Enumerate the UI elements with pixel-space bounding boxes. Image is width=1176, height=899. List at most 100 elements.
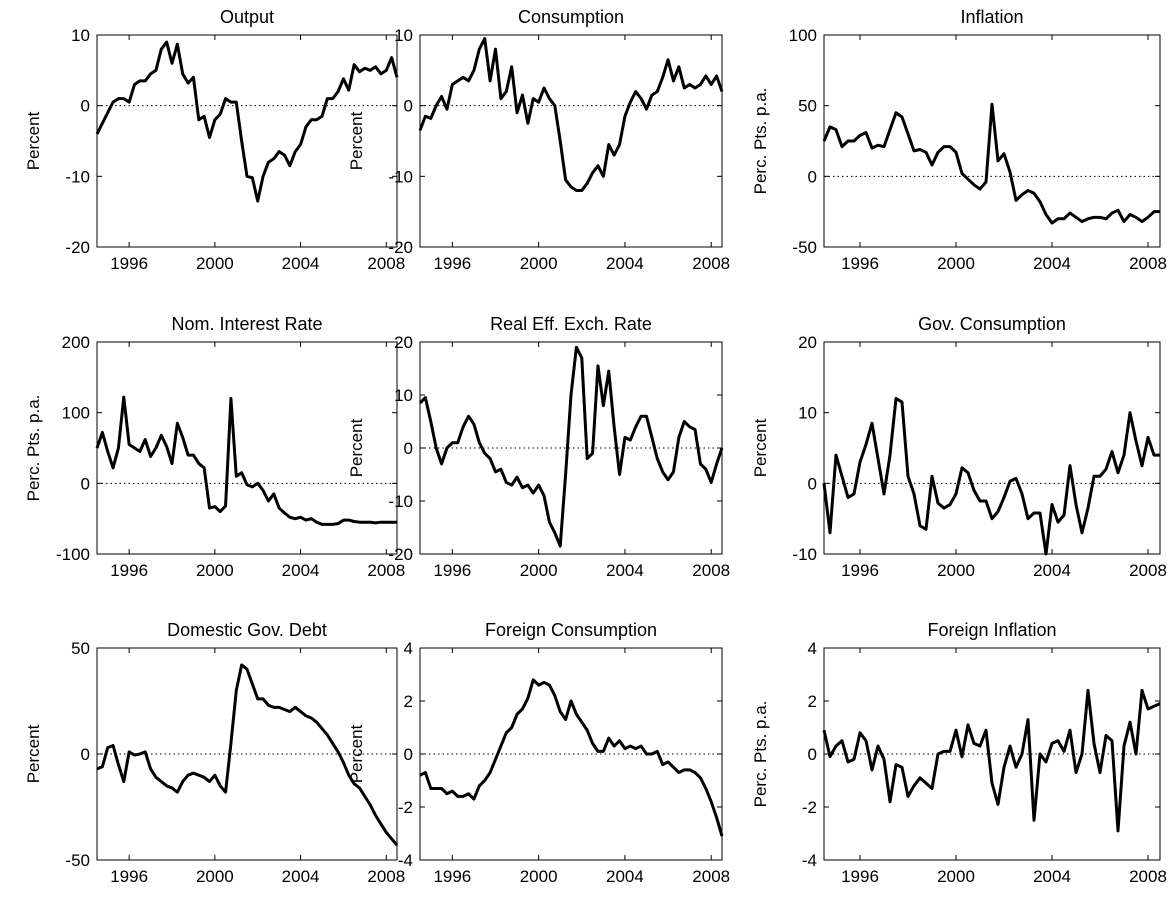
x-tick-label: 2004 xyxy=(606,254,644,273)
y-tick-label: 10 xyxy=(71,26,90,45)
subplot-title: Inflation xyxy=(960,7,1023,27)
data-line xyxy=(95,40,399,203)
y-tick-label: -10 xyxy=(388,492,413,511)
y-tick-label: -100 xyxy=(56,545,90,564)
subplot: Foreign Inflation Perc. Pts. p.a. -4 -2 0 2 4 1… xyxy=(751,620,1167,886)
x-tick-label: 2000 xyxy=(196,561,234,580)
x-tick-label: 2004 xyxy=(282,561,320,580)
x-tick-label: 2008 xyxy=(1129,254,1167,273)
y-tick-label: 0 xyxy=(808,474,817,493)
x-tick-label: 2008 xyxy=(692,561,730,580)
axes-frame xyxy=(419,341,723,555)
y-tick-label: 100 xyxy=(789,26,817,45)
x-tick-label: 2000 xyxy=(520,254,558,273)
subplot: Foreign Consumption Percent -4 -2 0 2 4 1996 200… xyxy=(347,620,730,886)
subplot-title: Real Eff. Exch. Rate xyxy=(490,314,652,334)
y-tick-label: 10 xyxy=(394,26,413,45)
subplot: Domestic Gov. Debt Percent -50 0 50 1996 2000 2… xyxy=(24,620,405,886)
x-tick-label: 2000 xyxy=(196,867,234,886)
axes-frame xyxy=(823,34,1161,248)
x-tick-label: 1996 xyxy=(841,867,879,886)
x-tick-label: 2008 xyxy=(692,254,730,273)
y-tick-label: -20 xyxy=(65,238,90,257)
y-tick-label: -50 xyxy=(65,851,90,870)
data-line xyxy=(96,663,399,847)
y-tick-label: -50 xyxy=(792,238,817,257)
data-line xyxy=(822,397,1160,556)
data-line xyxy=(822,688,1161,833)
x-tick-label: 2004 xyxy=(282,867,320,886)
x-tick-label: 2000 xyxy=(196,254,234,273)
subplot-title: Foreign Inflation xyxy=(927,620,1056,640)
y-tick-label: -10 xyxy=(792,545,817,564)
axes-frame xyxy=(96,34,398,248)
y-tick-label: -4 xyxy=(398,851,413,870)
y-axis-label: Perc. Pts. p.a. xyxy=(751,701,770,808)
x-tick-label: 2004 xyxy=(606,561,644,580)
subplot-title: Consumption xyxy=(518,7,624,27)
x-tick-label: 2004 xyxy=(606,867,644,886)
x-tick-label: 2000 xyxy=(937,867,975,886)
y-tick-label: 20 xyxy=(798,333,817,352)
axes-frame xyxy=(419,34,723,248)
subplot: Real Eff. Exch. Rate Percent -20 -10 0 10 20 19… xyxy=(347,314,730,580)
subplot-title: Foreign Consumption xyxy=(485,620,657,640)
subplot-title: Nom. Interest Rate xyxy=(171,314,322,334)
x-tick-label: 2000 xyxy=(520,561,558,580)
axes-frame xyxy=(96,647,398,861)
subplot-title: Gov. Consumption xyxy=(918,314,1066,334)
y-tick-label: 0 xyxy=(81,474,90,493)
x-tick-label: 2004 xyxy=(282,254,320,273)
x-tick-label: 1996 xyxy=(110,254,148,273)
x-tick-label: 2004 xyxy=(1033,561,1071,580)
subplot: Nom. Interest Rate Perc. Pts. p.a. -100 0 10… xyxy=(24,314,405,580)
y-axis-label: Percent xyxy=(24,724,43,783)
data-line xyxy=(822,102,1160,225)
x-tick-label: 1996 xyxy=(433,561,471,580)
y-tick-label: 2 xyxy=(404,692,413,711)
y-tick-label: 10 xyxy=(394,386,413,405)
y-tick-label: 0 xyxy=(404,745,413,764)
y-tick-label: 100 xyxy=(62,404,90,423)
y-tick-label: 10 xyxy=(798,404,817,423)
x-tick-label: 2000 xyxy=(937,561,975,580)
y-axis-label: Percent xyxy=(347,111,366,170)
y-tick-label: 20 xyxy=(394,333,413,352)
y-tick-label: 0 xyxy=(808,745,817,764)
y-axis-label: Percent xyxy=(347,724,366,783)
data-line xyxy=(418,37,724,192)
axes-frame xyxy=(823,647,1161,861)
x-tick-label: 1996 xyxy=(841,561,879,580)
x-tick-label: 2000 xyxy=(937,254,975,273)
x-tick-label: 1996 xyxy=(110,867,148,886)
y-tick-label: 4 xyxy=(404,639,413,658)
y-axis-label: Percent xyxy=(24,111,43,170)
y-axis-label: Perc. Pts. p.a. xyxy=(751,88,770,195)
y-tick-label: 50 xyxy=(71,639,90,658)
y-tick-label: -10 xyxy=(388,167,413,186)
x-tick-label: 2008 xyxy=(367,561,405,580)
x-tick-label: 2004 xyxy=(1033,254,1071,273)
y-tick-label: 0 xyxy=(404,97,413,116)
subplot: Inflation Perc. Pts. p.a. -50 0 50 100 1996 200… xyxy=(751,7,1167,273)
x-tick-label: 2008 xyxy=(367,254,405,273)
y-tick-label: -4 xyxy=(802,851,817,870)
y-tick-label: 0 xyxy=(81,745,90,764)
y-tick-label: 2 xyxy=(808,692,817,711)
subplot-title: Output xyxy=(220,7,274,27)
x-tick-label: 2008 xyxy=(367,867,405,886)
data-line xyxy=(95,395,397,526)
y-axis-label: Percent xyxy=(347,418,366,477)
y-tick-label: 0 xyxy=(404,439,413,458)
y-tick-label: -20 xyxy=(388,545,413,564)
y-tick-label: -2 xyxy=(802,798,817,817)
y-tick-label: 0 xyxy=(81,97,90,116)
subplot: Consumption Percent -20 -10 0 10 1996 2000 2004 2… xyxy=(347,7,730,273)
y-tick-label: -10 xyxy=(65,167,90,186)
x-tick-label: 2000 xyxy=(520,867,558,886)
subplot: Gov. Consumption Percent -10 0 10 20 1996 2000 2… xyxy=(751,314,1167,580)
axes-frame xyxy=(419,647,723,861)
axes-frame xyxy=(96,341,398,555)
data-line xyxy=(418,345,724,548)
y-axis-label: Perc. Pts. p.a. xyxy=(24,395,43,502)
